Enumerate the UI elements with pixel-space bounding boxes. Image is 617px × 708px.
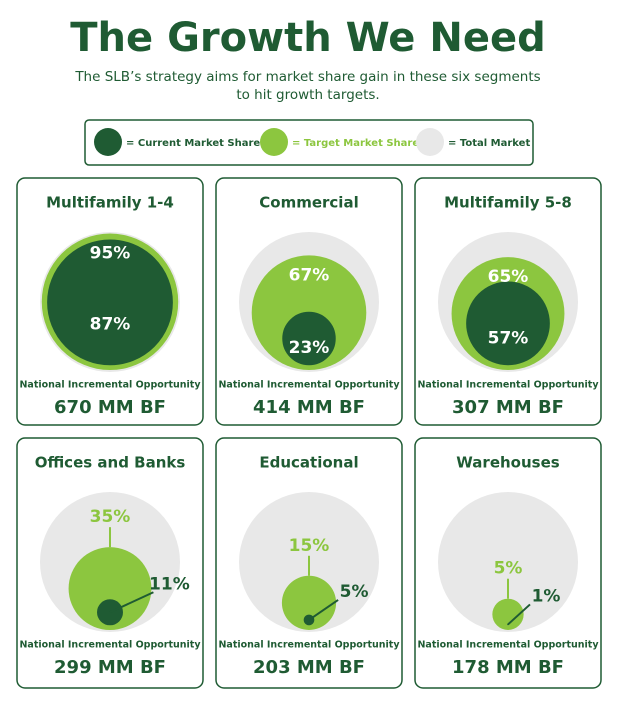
- current-label: 11%: [149, 574, 190, 594]
- current-label: 57%: [488, 328, 529, 348]
- panels: Multifamily 1-4 95% 87% National Incrementa…: [16, 177, 602, 689]
- opportunity-amount: 299 MM BF: [54, 657, 166, 678]
- panel-title: Warehouses: [456, 454, 559, 472]
- current-share: [280, 310, 338, 367]
- legend-swatch: [260, 128, 288, 156]
- target-share: [281, 575, 337, 630]
- leader: [308, 599, 339, 621]
- legend-label: = Total Market: [448, 138, 530, 149]
- target-share: [68, 547, 152, 631]
- current-label: 23%: [289, 338, 330, 358]
- panel-title: Offices and Banks: [35, 454, 186, 472]
- current-label: 5%: [340, 582, 369, 602]
- target-share: [492, 598, 524, 630]
- title: The Growth We Need: [70, 15, 545, 61]
- opportunity-amount: 307 MM BF: [452, 397, 564, 418]
- target-label: 15%: [289, 536, 330, 556]
- subtitle: The SLB’s strategy aims for market share…: [74, 69, 540, 85]
- current-label: 1%: [532, 586, 561, 606]
- target-label: 35%: [90, 507, 131, 527]
- legend-label: = Target Market Share: [292, 138, 419, 149]
- current-label: 87%: [90, 315, 131, 335]
- subtitle: to hit growth targets.: [236, 87, 379, 103]
- target-label: 95%: [90, 244, 131, 264]
- opportunity-amount: 670 MM BF: [54, 397, 166, 418]
- opportunity-label: National Incremental Opportunity: [19, 380, 201, 391]
- target-label: 5%: [494, 559, 523, 579]
- legend-swatch: [94, 128, 122, 156]
- legend-box: [84, 119, 534, 166]
- target-label: 67%: [289, 265, 330, 285]
- panel-title: Multifamily 5-8: [444, 194, 572, 212]
- opportunity-label: National Incremental Opportunity: [19, 640, 201, 651]
- target-label: 65%: [488, 267, 529, 287]
- legend-swatch: [416, 128, 444, 156]
- opportunity-label: National Incremental Opportunity: [218, 640, 400, 651]
- leader: [109, 591, 154, 614]
- opportunity-amount: 203 MM BF: [253, 657, 365, 678]
- opportunity-label: National Incremental Opportunity: [218, 380, 400, 391]
- opportunity-amount: 414 MM BF: [253, 397, 365, 418]
- opportunity-amount: 178 MM BF: [452, 657, 564, 678]
- total-market: [438, 492, 578, 632]
- panel-title: Multifamily 1-4: [46, 194, 174, 212]
- current-share: [45, 237, 175, 367]
- leader: [507, 603, 531, 626]
- panel-title: Educational: [259, 454, 358, 472]
- opportunity-label: National Incremental Opportunity: [417, 640, 599, 651]
- legend-label: = Current Market Share: [126, 138, 260, 149]
- panel-title: Commercial: [259, 194, 358, 212]
- opportunity-label: National Incremental Opportunity: [417, 380, 599, 391]
- current-share: [464, 280, 552, 367]
